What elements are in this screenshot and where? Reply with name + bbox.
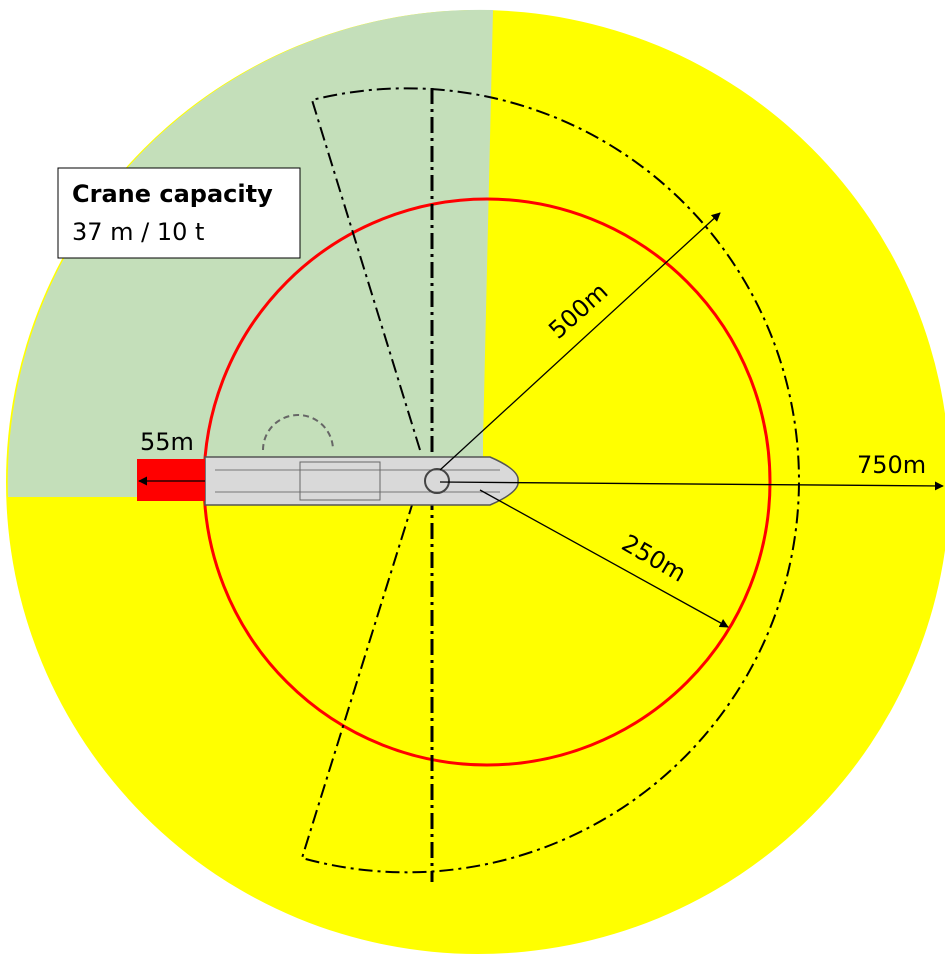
crane-reach	[262, 414, 334, 451]
legend-text: 37 m / 10 t	[72, 218, 204, 246]
outer-label: 750m	[857, 451, 926, 479]
ship	[204, 456, 519, 506]
arrows	[138, 212, 944, 628]
legend-title: Crane capacity	[72, 180, 273, 208]
stern-label: 55m	[140, 428, 194, 456]
stern-zone	[137, 459, 205, 501]
legend-box	[57, 167, 301, 259]
